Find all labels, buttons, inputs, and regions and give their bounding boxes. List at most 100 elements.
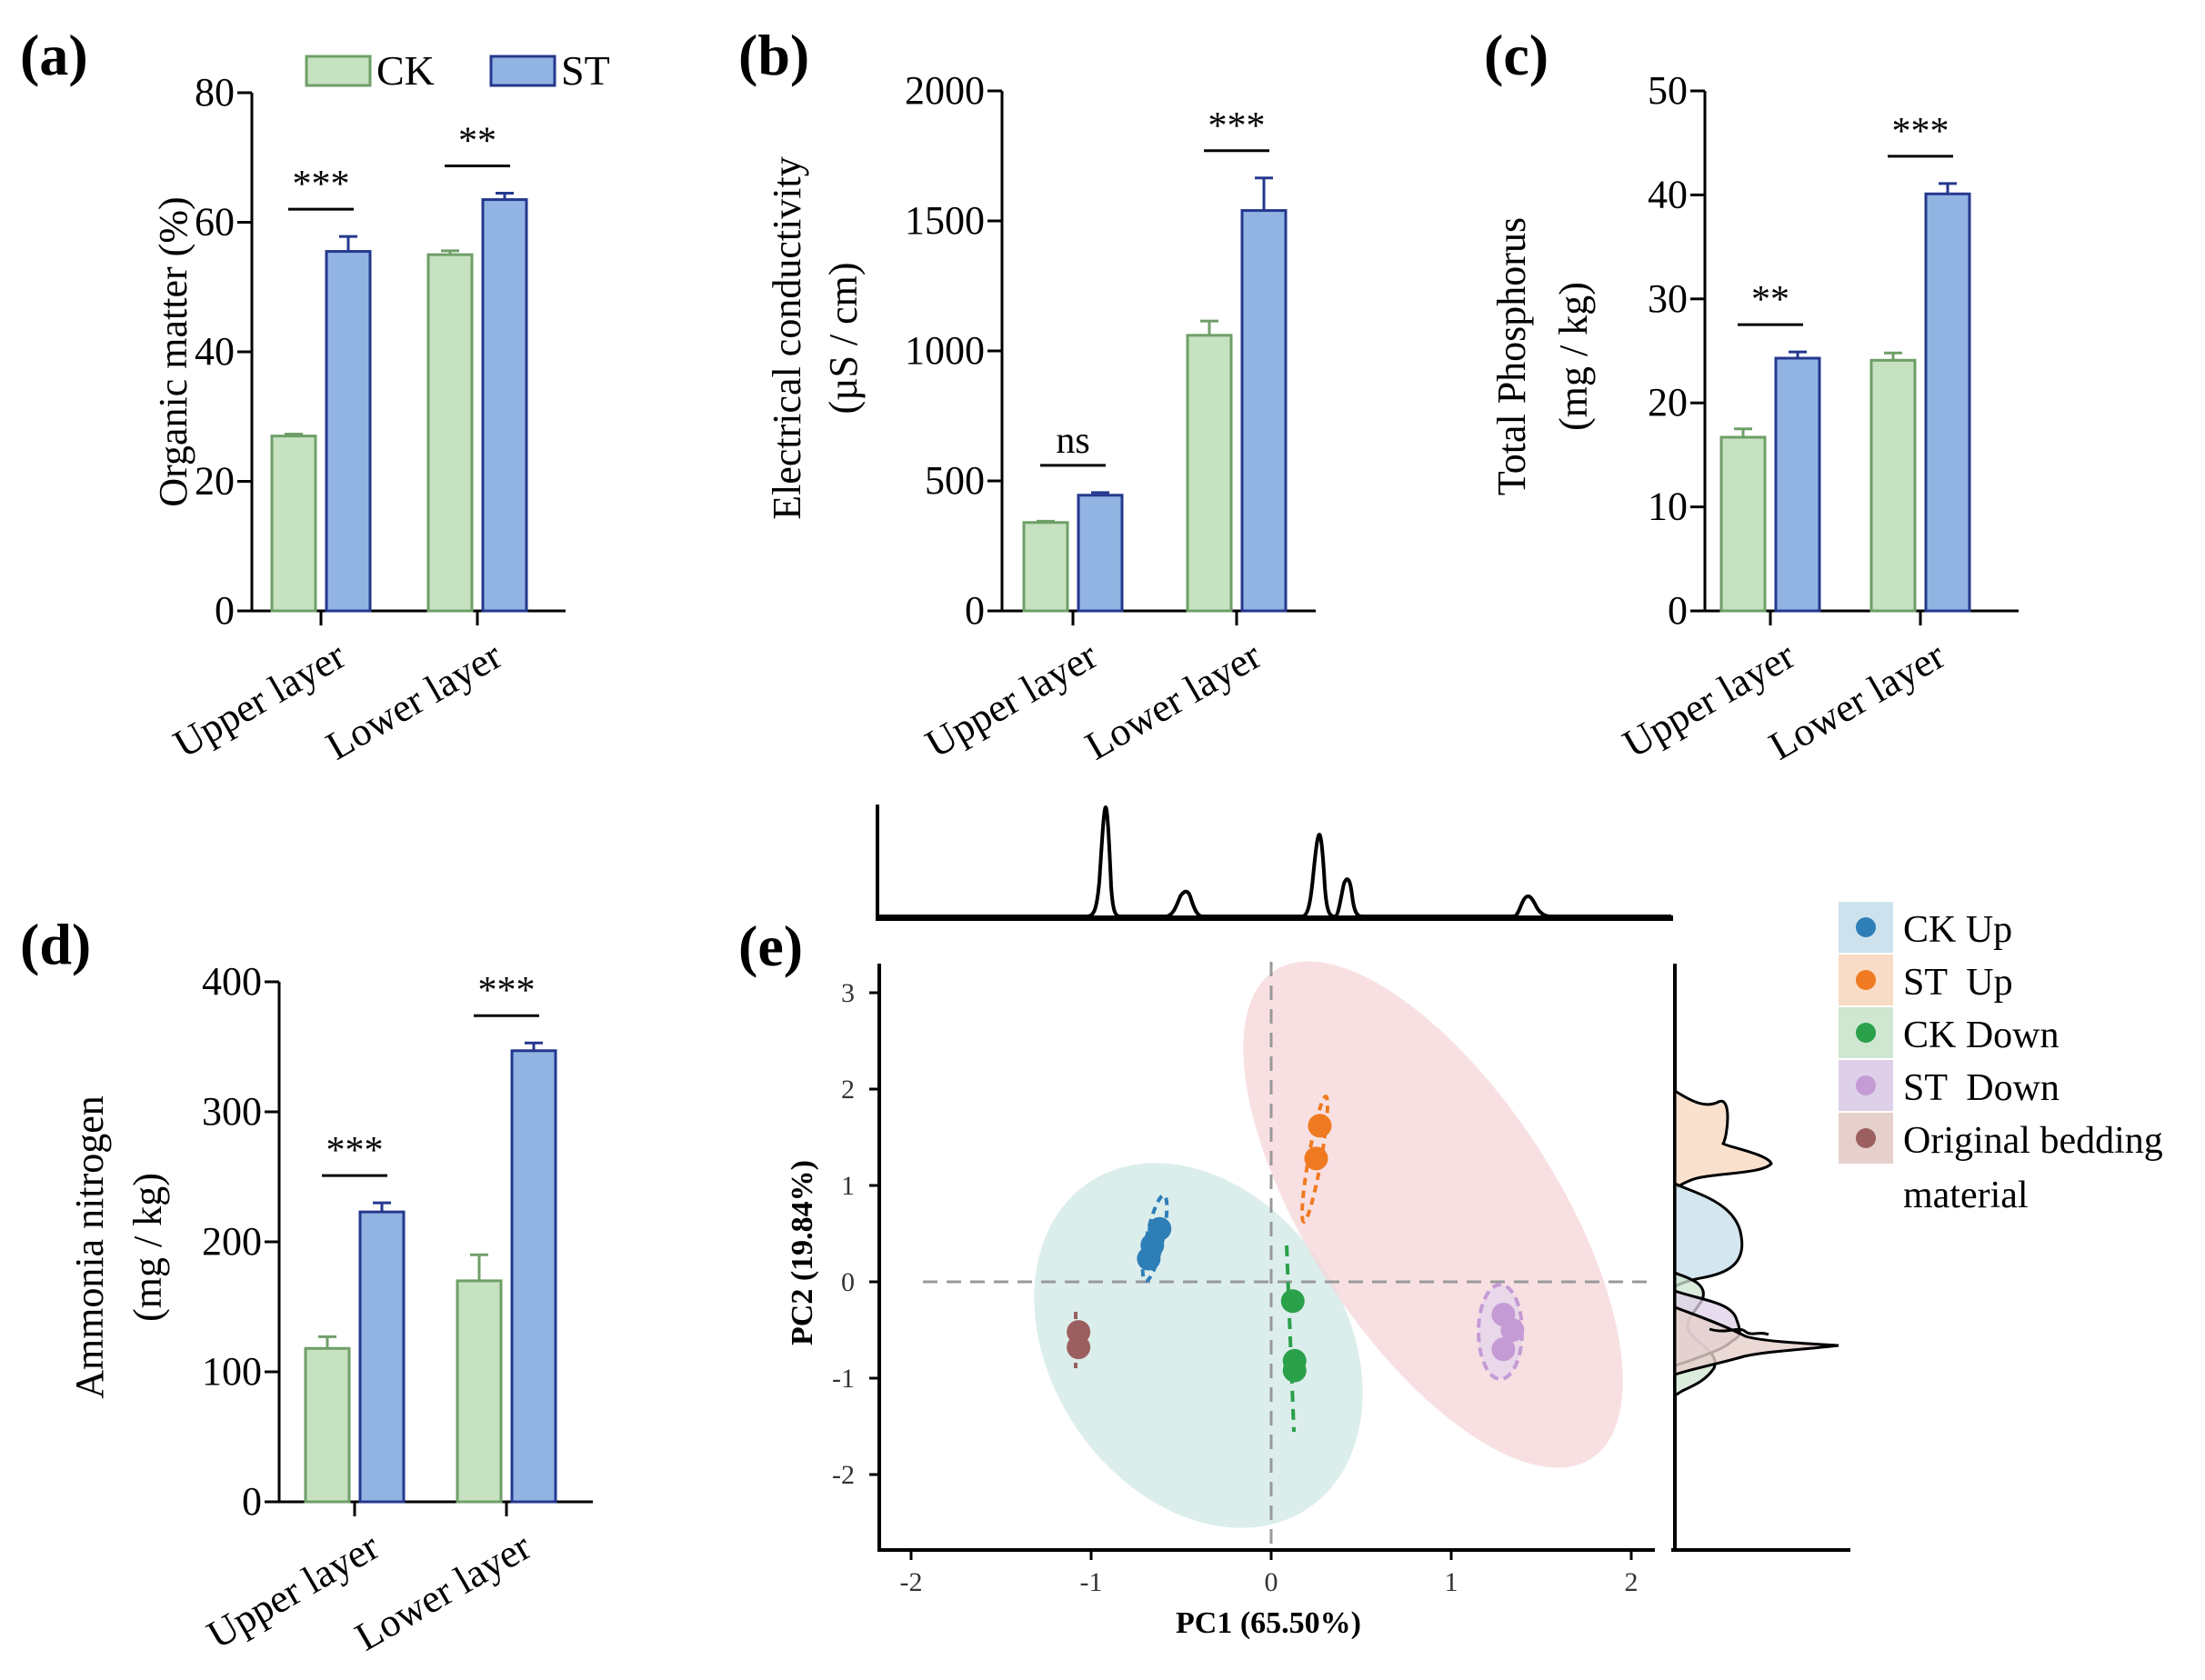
legend-label-st-up: ST Up	[1903, 962, 2013, 1004]
panel-e: (e) -2 -1 0 1 2 -2 -1 0 1 2 3 PC1 (65.50%) PC2 (19…	[738, 805, 2163, 1640]
pca-ytick-label: 3	[841, 978, 855, 1008]
legend-marker-ck-down	[1856, 1023, 1876, 1043]
legend-marker-st-down	[1856, 1075, 1876, 1095]
pca-ellipses	[1034, 961, 1623, 1528]
legend-label-ck-up: CK Up	[1903, 909, 2012, 951]
panel-b-ytick-label: 1500	[905, 198, 985, 243]
bar-st-lower-layer	[1924, 192, 1971, 613]
bar-st-upper-layer	[358, 1210, 406, 1504]
panel-c: (c) Total Phosphorus (mg / kg) 0 10 20 30 40…	[1484, 23, 2019, 769]
pc2-density-plot	[1671, 964, 1850, 1552]
ellipse-ck	[1034, 1163, 1363, 1528]
panel-b-category-label: Upper layer	[918, 633, 1106, 766]
panel-c-ytick-label: 30	[1648, 276, 1688, 321]
bar-ck-lower-layer	[456, 1279, 503, 1504]
legend-st-swatch	[489, 55, 556, 87]
panel-d-ytick-label: 300	[202, 1089, 262, 1134]
panel-d: (d) Ammonia nitrogen (mg / kg) 0 100 200 30…	[20, 912, 593, 1660]
panel-b-ylabel-units: (µS / cm)	[821, 262, 866, 414]
panel-d-ytick-label: 100	[202, 1349, 262, 1394]
panel-d-ylabel-units: (mg / kg)	[125, 1173, 170, 1322]
bar-st-lower-layer	[481, 198, 528, 613]
pc1-density-curve	[877, 805, 1671, 918]
legend-marker-st-up	[1856, 970, 1876, 990]
density-original-spike	[1709, 1327, 1769, 1336]
significance-label: ***	[478, 970, 536, 1012]
panel-a: (a) CK ST Organic matter (%) 0 20 40 60 80 Up…	[20, 23, 610, 769]
legend-label-original-cont: material	[1903, 1175, 2029, 1216]
pca-ytick-label: 1	[841, 1171, 855, 1201]
pca-ylabel: PC2 (19.84%)	[786, 1160, 819, 1345]
pca-xlabel: PC1 (65.50%)	[1176, 1606, 1361, 1640]
bar-ck-upper-layer	[304, 1346, 351, 1504]
panel-c-ytick-label: 40	[1648, 172, 1688, 216]
panel-d-label: (d)	[20, 912, 91, 976]
panel-c-label: (c)	[1484, 23, 1549, 87]
pca-point-st-up	[1308, 1114, 1332, 1138]
pca-point-st-down	[1500, 1318, 1525, 1342]
panel-a-yaxis: Organic matter (%)	[151, 93, 254, 611]
panel-b-ylabel: Electrical conductivity	[765, 156, 809, 520]
panel-a-legend: CK ST	[305, 47, 610, 94]
pca-point-original-bedding-material	[1067, 1335, 1091, 1360]
panel-e-label: (e)	[738, 914, 803, 978]
panel-c-ylabel-units: (mg / kg)	[1551, 282, 1596, 431]
pca-ticks: -2 -1 0 1 2 -2 -1 0 1 2 3	[832, 978, 1639, 1597]
pca-ytick-label: -2	[832, 1460, 855, 1490]
pca-xtick-label: 1	[1445, 1567, 1458, 1597]
panel-c-ytick-label: 0	[1668, 588, 1688, 633]
bar-ck-lower-layer	[1869, 358, 1917, 613]
density-original	[1673, 1305, 1839, 1377]
pca-ytick-label: 0	[841, 1267, 855, 1297]
panel-d-category-label: Lower layer	[347, 1524, 538, 1659]
legend-marker-ck-up	[1856, 917, 1876, 937]
bar-st-upper-layer	[1077, 494, 1124, 613]
pca-point-ck-up	[1137, 1246, 1161, 1271]
panel-b-ytick-label: 1000	[905, 328, 985, 373]
panel-d-ytick-label: 400	[202, 959, 262, 1004]
panel-b-category-label: Lower layer	[1077, 633, 1268, 768]
pca-xtick-label: 0	[1265, 1567, 1278, 1597]
panel-c-ytick-label: 20	[1648, 380, 1688, 425]
panel-a-ytick-label: 80	[195, 70, 235, 115]
significance-label: ***	[293, 164, 350, 205]
pca-points	[1067, 1114, 1525, 1383]
panel-b-ytick-label: 500	[925, 458, 985, 503]
legend-ck-swatch	[305, 55, 372, 87]
panel-c-ylabel: Total Phosphorus	[1489, 217, 1534, 495]
legend-st-label: ST	[561, 47, 610, 94]
bar-ck-upper-layer	[1022, 521, 1069, 613]
panel-a-ylabel: Organic matter (%)	[151, 196, 195, 506]
significance-label: **	[1751, 279, 1789, 321]
panel-d-ytick-label: 0	[242, 1479, 262, 1524]
panel-b-ytick-label: 0	[965, 588, 985, 633]
panel-a-category-label: Upper layer	[166, 633, 354, 766]
pca-point-st-down	[1491, 1337, 1516, 1362]
bar-ck-lower-layer	[426, 253, 474, 613]
pca-point-ck-down	[1282, 1358, 1307, 1383]
density-ck-up	[1673, 1181, 1744, 1289]
pca-ytick-label: -1	[832, 1364, 855, 1394]
significance-label: **	[458, 120, 496, 162]
panel-c-ytick-label: 50	[1648, 68, 1688, 113]
pca-xtick-label: -1	[1080, 1567, 1103, 1597]
panel-a-ytick-label: 0	[215, 588, 235, 633]
density-st-up	[1673, 1088, 1773, 1193]
bar-ck-upper-layer	[270, 435, 317, 613]
panel-b: (b) Electrical conductivity (µS / cm) 0 5…	[738, 23, 1316, 769]
group-line-ck-down	[1285, 1245, 1296, 1433]
legend-ck-label: CK	[376, 47, 435, 94]
legend-label-ck-down: CK Down	[1903, 1015, 2060, 1056]
bar-ck-lower-layer	[1186, 334, 1233, 613]
panel-b-ytick-label: 2000	[905, 68, 985, 113]
pca-legend: CK Up ST Up CK Down ST Down Original bed…	[1839, 902, 2163, 1216]
ellipse-st	[1243, 961, 1623, 1468]
panel-b-label: (b)	[738, 23, 809, 87]
panel-a-ytick-label: 40	[195, 329, 235, 374]
bar-st-lower-layer	[1240, 209, 1288, 613]
legend-label-st-down: ST Down	[1903, 1067, 2060, 1109]
significance-label: ns	[1056, 420, 1089, 462]
